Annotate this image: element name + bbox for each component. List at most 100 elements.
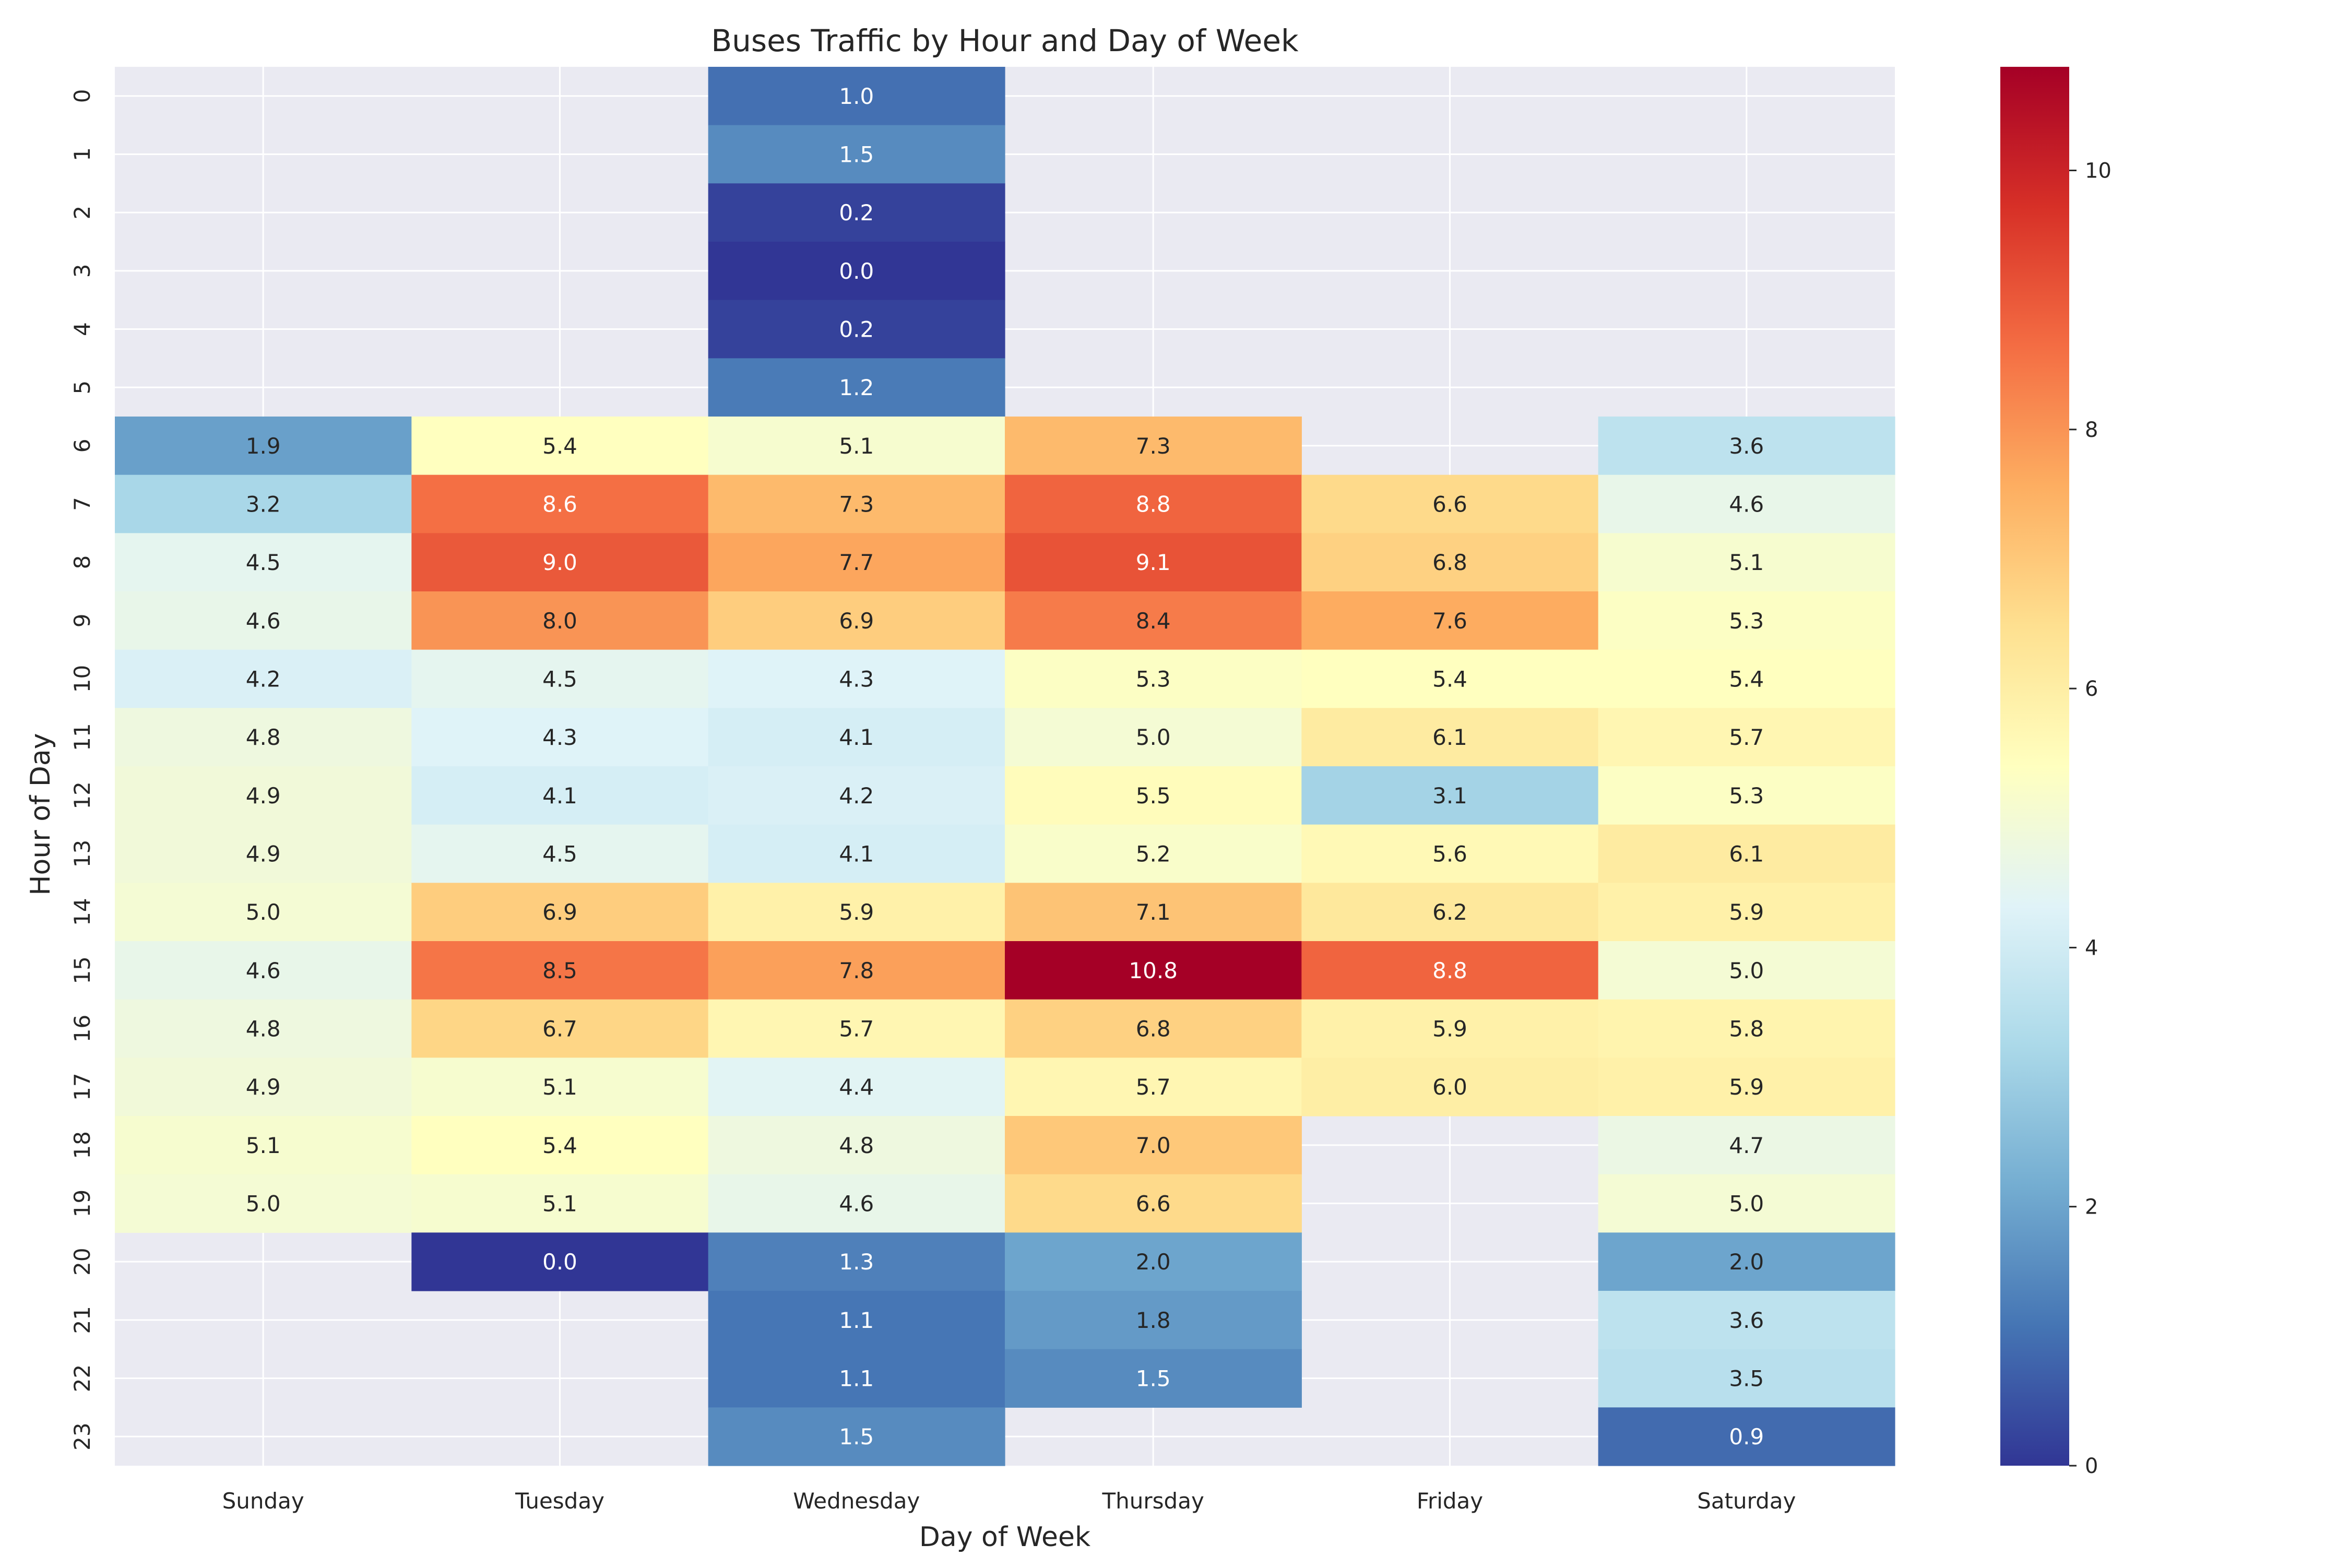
heatmap-cell <box>1005 824 1302 883</box>
cell-value-label: 3.6 <box>1729 1308 1764 1333</box>
cell-value-label: 5.0 <box>1136 724 1171 750</box>
heatmap-cell <box>1005 417 1302 476</box>
y-tick-label: 12 <box>69 781 95 809</box>
heatmap-cell <box>1598 941 1895 1000</box>
heatmap-cell <box>1005 649 1302 708</box>
heatmap-cell <box>115 941 412 1000</box>
x-tick-label: Saturday <box>1697 1488 1796 1514</box>
cell-value-label: 3.6 <box>1729 433 1764 459</box>
cell-value-label: 5.9 <box>839 899 874 925</box>
cell-value-label: 4.5 <box>246 550 281 575</box>
cell-value-label: 7.3 <box>839 492 874 517</box>
heatmap-cell <box>411 1116 709 1175</box>
cell-value-label: 7.0 <box>1136 1133 1171 1158</box>
cell-value-label: 5.2 <box>1136 841 1171 867</box>
cell-value-label: 4.8 <box>246 1016 281 1042</box>
heatmap-cell <box>1598 708 1895 767</box>
cell-value-label: 1.2 <box>839 375 874 400</box>
cell-value-label: 8.4 <box>1136 608 1171 634</box>
cell-value-label: 6.1 <box>1729 841 1764 867</box>
heatmap-cell <box>411 1174 709 1233</box>
colorbar-tick-label: 6 <box>2085 677 2098 701</box>
cell-value-label: 5.7 <box>839 1016 874 1042</box>
heatmap-cell <box>708 358 1005 417</box>
x-tick-label: Sunday <box>222 1488 304 1514</box>
heatmap-cell <box>708 1232 1005 1291</box>
heatmap-cell <box>115 417 412 476</box>
heatmap-cell <box>1598 1291 1895 1350</box>
heatmap-cell <box>115 883 412 942</box>
heatmap-cell <box>411 533 709 592</box>
cell-value-label: 5.0 <box>1729 958 1764 983</box>
heatmap-cell <box>1598 649 1895 708</box>
heatmap-cells <box>115 67 1895 1466</box>
y-tick-label: 7 <box>69 497 95 511</box>
heatmap-cell <box>1598 533 1895 592</box>
heatmap-cell <box>115 708 412 767</box>
heatmap-cell <box>708 1116 1005 1175</box>
heatmap-cell <box>115 474 412 533</box>
cell-value-label: 4.4 <box>839 1074 874 1100</box>
y-tick-label: 23 <box>69 1422 95 1450</box>
heatmap-cell <box>1598 591 1895 650</box>
colorbar-tick-label: 10 <box>2085 159 2111 183</box>
heatmap-cell <box>708 417 1005 476</box>
cell-value-label: 5.4 <box>1432 667 1467 692</box>
heatmap-cell <box>411 1232 709 1291</box>
heatmap-cell <box>411 649 709 708</box>
heatmap-cell <box>1005 1232 1302 1291</box>
heatmap-cell <box>708 533 1005 592</box>
chart-title: Buses Traffic by Hour and Day of Week <box>711 23 1299 58</box>
heatmap-cell <box>1005 1116 1302 1175</box>
y-tick-label: 4 <box>69 322 95 336</box>
heatmap-cell <box>1005 999 1302 1058</box>
cell-value-label: 4.1 <box>839 841 874 867</box>
cell-value-label: 5.3 <box>1729 608 1764 634</box>
cell-value-label: 6.6 <box>1432 492 1467 517</box>
cell-value-label: 7.8 <box>839 958 874 983</box>
heatmap-cell <box>708 1174 1005 1233</box>
heatmap-cell <box>708 999 1005 1058</box>
cell-value-label: 5.8 <box>1729 1016 1764 1042</box>
heatmap-cell <box>708 1407 1005 1466</box>
y-tick-label: 17 <box>69 1073 95 1100</box>
cell-value-label: 8.8 <box>1136 492 1171 517</box>
heatmap-cell <box>708 708 1005 767</box>
heatmap-cell <box>115 591 412 650</box>
x-axis-label: Day of Week <box>919 1522 1090 1553</box>
y-tick-label: 13 <box>69 840 95 868</box>
cell-value-label: 1.1 <box>839 1366 874 1392</box>
cell-value-label: 4.6 <box>246 608 281 634</box>
x-tick-label: Wednesday <box>793 1488 920 1514</box>
x-tick-label: Friday <box>1417 1488 1483 1514</box>
cell-value-label: 6.2 <box>1432 899 1467 925</box>
cell-value-label: 4.5 <box>542 841 577 867</box>
cell-value-label: 3.1 <box>1432 783 1467 809</box>
heatmap-cell <box>1301 649 1599 708</box>
x-tick-label: Tuesday <box>515 1488 604 1514</box>
cell-value-label: 4.2 <box>246 667 281 692</box>
heatmap-cell <box>411 708 709 767</box>
cell-value-label: 8.8 <box>1432 958 1467 983</box>
cell-value-label: 4.6 <box>839 1191 874 1217</box>
cell-value-label: 9.0 <box>542 550 577 575</box>
cell-value-label: 6.8 <box>1432 550 1467 575</box>
y-tick-label: 9 <box>69 613 95 627</box>
heatmap-cell <box>708 183 1005 242</box>
x-axis-ticks: Sunday Tuesday Wednesday Thursday Friday Satu… <box>222 1488 1796 1514</box>
y-tick-label: 22 <box>69 1364 95 1392</box>
cell-value-label: 8.0 <box>542 608 577 634</box>
heatmap-cell <box>1005 708 1302 767</box>
heatmap-cell <box>1598 824 1895 883</box>
y-tick-label: 2 <box>69 206 95 220</box>
heatmap-cell <box>1598 999 1895 1058</box>
cell-value-label: 6.6 <box>1136 1191 1171 1217</box>
colorbar-tick-label: 8 <box>2085 418 2098 442</box>
cell-value-label: 5.3 <box>1729 783 1764 809</box>
colorbar-tick-label: 0 <box>2085 1454 2098 1478</box>
cell-value-label: 1.0 <box>839 84 874 109</box>
heatmap-cell <box>115 1058 412 1116</box>
cell-value-label: 5.4 <box>1729 667 1764 692</box>
heatmap-cell <box>115 999 412 1058</box>
